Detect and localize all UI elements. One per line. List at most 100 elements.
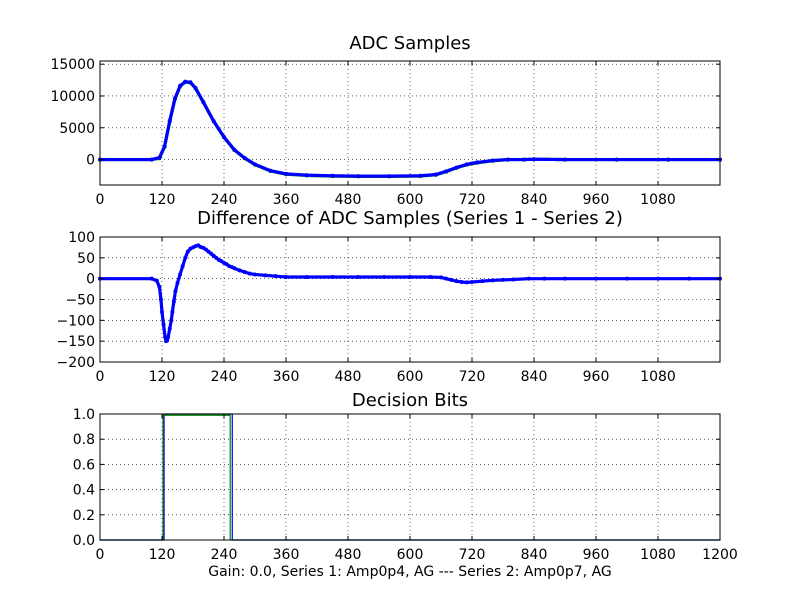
y-tick-label: −50 bbox=[65, 293, 95, 309]
data-point bbox=[273, 274, 278, 279]
plot-area bbox=[98, 79, 722, 179]
x-tick-label: 1080 bbox=[640, 192, 676, 208]
data-point bbox=[149, 276, 154, 281]
x-tick-label: 120 bbox=[149, 369, 176, 385]
data-point bbox=[687, 276, 691, 281]
y-tick-label: −200 bbox=[57, 355, 95, 371]
data-point bbox=[408, 275, 412, 279]
data-point bbox=[563, 276, 567, 281]
x-tick-label: 0 bbox=[96, 369, 105, 385]
data-point bbox=[454, 165, 459, 170]
data-point bbox=[304, 275, 309, 279]
data-point bbox=[188, 80, 193, 85]
x-tick-label: 600 bbox=[397, 192, 424, 208]
y-tick-label: 0.4 bbox=[73, 483, 95, 499]
data-point bbox=[382, 275, 387, 279]
grid bbox=[100, 414, 720, 540]
data-point bbox=[222, 134, 226, 139]
data-point bbox=[172, 96, 177, 101]
data-point bbox=[173, 289, 178, 294]
y-tick-label: 0 bbox=[86, 153, 95, 169]
data-point bbox=[253, 162, 257, 167]
x-axis-label: Gain: 0.0, Series 1: Amp0p4, AG --- Seri… bbox=[208, 564, 612, 580]
data-point bbox=[185, 249, 190, 254]
data-point bbox=[183, 79, 188, 84]
data-point bbox=[563, 157, 567, 162]
data-point bbox=[180, 264, 185, 269]
x-tick-label: 960 bbox=[583, 547, 610, 563]
x-tick-label: 480 bbox=[335, 369, 362, 385]
data-point bbox=[439, 275, 443, 280]
x-tick-label: 840 bbox=[521, 547, 548, 563]
data-point bbox=[330, 173, 335, 178]
x-tick-label: 360 bbox=[273, 547, 300, 563]
decision-bits-panel: Decision Bits 0 120 240 360 480 600 720 840 960 1… bbox=[73, 390, 738, 580]
data-point bbox=[253, 272, 257, 277]
data-point bbox=[444, 169, 449, 174]
y-tick-label: 0.2 bbox=[73, 508, 95, 524]
difference-panel: Difference of ADC Samples (Series 1 - Se… bbox=[57, 208, 722, 385]
x-tick-label: 1200 bbox=[702, 547, 738, 563]
data-point bbox=[284, 275, 288, 279]
data-point bbox=[459, 280, 464, 284]
data-point bbox=[464, 162, 469, 167]
data-point bbox=[178, 272, 183, 277]
ticks: 0 120 240 360 480 600 720 840 960 1080 −200 −150 −10… bbox=[57, 230, 720, 385]
data-point bbox=[501, 277, 505, 282]
x-tick-label: 240 bbox=[211, 547, 238, 563]
data-point bbox=[666, 157, 671, 162]
data-point bbox=[614, 157, 619, 162]
x-tick-label: 960 bbox=[583, 369, 610, 385]
data-point bbox=[356, 275, 361, 279]
plot-area bbox=[98, 243, 722, 344]
data-point bbox=[304, 173, 309, 178]
data-point bbox=[490, 158, 495, 163]
data-point bbox=[625, 276, 629, 281]
data-point bbox=[433, 172, 438, 177]
data-point bbox=[237, 268, 242, 273]
data-point bbox=[330, 275, 335, 279]
x-tick-label: 1080 bbox=[640, 369, 676, 385]
panel-title: Difference of ADC Samples (Series 1 - Se… bbox=[197, 208, 623, 229]
x-tick-label: 0 bbox=[96, 192, 105, 208]
data-point bbox=[160, 310, 164, 314]
x-tick-label: 720 bbox=[459, 369, 486, 385]
y-tick-label: −150 bbox=[57, 334, 95, 350]
data-point bbox=[247, 271, 252, 276]
x-tick-label: 840 bbox=[521, 369, 548, 385]
y-tick-label: 10000 bbox=[50, 89, 95, 105]
x-tick-label: 600 bbox=[397, 547, 424, 563]
data-point bbox=[162, 144, 167, 149]
data-point bbox=[532, 157, 536, 162]
y-tick-label: 5000 bbox=[59, 121, 95, 137]
data-point bbox=[193, 86, 198, 91]
data-point bbox=[268, 168, 273, 173]
y-tick-label: 1.0 bbox=[73, 407, 95, 423]
data-point bbox=[526, 276, 531, 281]
x-tick-label: 960 bbox=[583, 192, 610, 208]
x-tick-label: 480 bbox=[335, 547, 362, 563]
data-point bbox=[242, 155, 247, 160]
data-point bbox=[154, 278, 159, 283]
data-point bbox=[157, 285, 162, 289]
adc-samples-panel: ADC Samples 0 120 240 360 480 600 720 840 960 108… bbox=[50, 33, 722, 208]
data-point bbox=[232, 147, 237, 152]
ticks: 0 120 240 360 480 600 720 840 960 1080 1200 0.0 0.2 0… bbox=[73, 407, 738, 563]
x-tick-label: 120 bbox=[149, 547, 176, 563]
x-tick-label: 240 bbox=[211, 369, 238, 385]
x-tick-label: 0 bbox=[96, 547, 105, 563]
y-tick-label: 0.6 bbox=[73, 457, 95, 473]
data-point bbox=[166, 335, 171, 339]
ticks: 0 120 240 360 480 600 720 840 960 1080 0 5000 10000 1… bbox=[50, 57, 720, 208]
data-point bbox=[444, 276, 449, 281]
data-point bbox=[470, 280, 474, 284]
y-tick-label: 0.8 bbox=[73, 432, 95, 448]
data-point bbox=[157, 155, 162, 160]
data-point bbox=[169, 318, 174, 323]
y-tick-label: 50 bbox=[77, 251, 95, 267]
y-tick-label: 0.0 bbox=[73, 533, 95, 549]
data-point bbox=[165, 338, 170, 343]
x-tick-label: 720 bbox=[459, 547, 486, 563]
